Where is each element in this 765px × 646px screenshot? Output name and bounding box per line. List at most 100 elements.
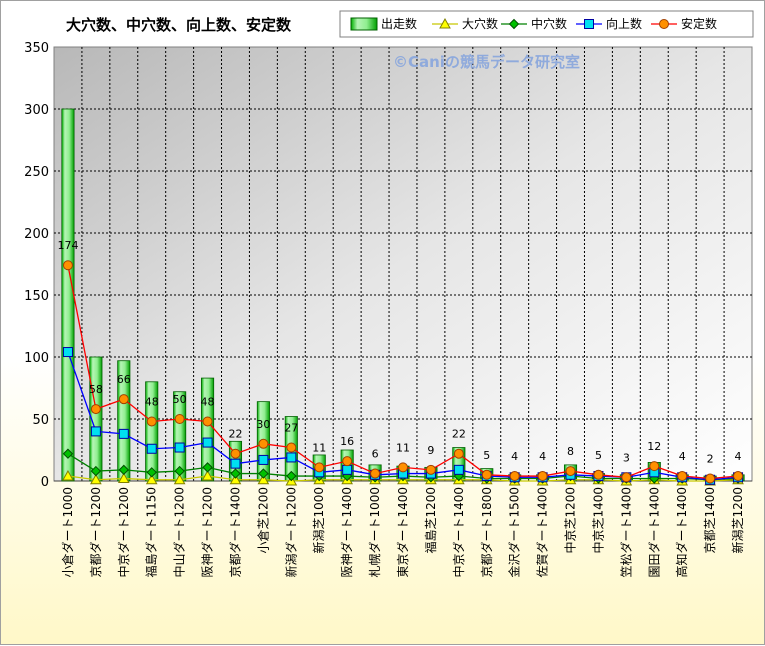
marker-square — [118, 428, 129, 439]
marker-circle — [565, 466, 576, 477]
data-label: 4 — [735, 450, 742, 463]
data-label: 11 — [396, 441, 410, 454]
marker-circle — [677, 471, 688, 482]
marker-diamond — [230, 468, 241, 479]
data-label: 5 — [483, 449, 490, 462]
x-tick-label: 笠松ダート1400 — [618, 487, 633, 578]
x-axis: 小倉ダート1000 京都ダート1200 中京ダート1200 福島ダート1150 中山ダー… — [60, 487, 745, 578]
marker-circle — [649, 461, 660, 472]
x-tick-label: 中京芝1400 — [590, 487, 605, 554]
data-label: 58 — [89, 383, 103, 396]
data-label: 9 — [427, 444, 434, 457]
data-label: 8 — [567, 445, 574, 458]
legend-box — [339, 10, 754, 38]
data-label: 50 — [173, 393, 187, 406]
marker-circle — [258, 438, 269, 449]
y-tick-label: 50 — [32, 413, 49, 428]
data-label: 6 — [372, 448, 379, 461]
line-series — [62, 260, 744, 486]
data-label: 66 — [117, 373, 131, 386]
marker-circle — [230, 448, 241, 459]
x-tick-label: 金沢ダート1500 — [507, 487, 522, 578]
data-label: 11 — [312, 441, 326, 454]
marker-square — [453, 464, 464, 475]
data-label: 22 — [452, 428, 466, 441]
legend-swatch-bar — [350, 17, 378, 31]
x-tick-label: 阪神ダート1200 — [200, 487, 215, 578]
marker-triangle — [201, 470, 214, 481]
series-安定数 — [62, 260, 744, 484]
data-label: 5 — [595, 449, 602, 462]
marker-square — [286, 452, 297, 463]
marker-square — [146, 443, 157, 454]
marker-diamond — [508, 18, 520, 30]
y-tick-label: 100 — [24, 351, 49, 366]
legend-label: 大穴数 — [462, 16, 498, 31]
marker-triangle — [145, 473, 158, 485]
marker-circle — [453, 448, 464, 459]
x-tick-label: 新潟ダート1200 — [283, 487, 298, 578]
marker-diamond — [202, 462, 213, 473]
marker-triangle — [173, 473, 186, 485]
x-tick-label: 福島ダート1150 — [144, 487, 159, 578]
marker-circle — [62, 260, 73, 271]
y-tick-label: 200 — [24, 227, 49, 242]
x-tick-label: 札幌ダート1000 — [367, 487, 382, 578]
legend-label: 中穴数 — [531, 16, 567, 31]
marker-diamond — [174, 465, 185, 477]
marker-diamond — [118, 464, 130, 476]
marker-square — [230, 458, 241, 469]
y-tick-label: 250 — [24, 165, 49, 180]
chart-title: 大穴数、中穴数、向上数、安定数 — [66, 16, 292, 34]
x-tick-label: 小倉芝1200 — [255, 487, 270, 554]
x-tick-label: 東京ダート1400 — [395, 487, 410, 578]
x-tick-label: 京都ダート1200 — [88, 487, 103, 578]
x-tick-label: 京都ダート1400 — [227, 487, 242, 578]
marker-triangle — [257, 473, 270, 485]
marker-square — [584, 19, 594, 29]
marker-diamond — [62, 448, 74, 459]
marker-circle — [593, 469, 604, 480]
y-tick-label: 350 — [24, 41, 49, 56]
x-tick-label: 高知ダート1400 — [674, 487, 689, 578]
marker-triangle — [229, 473, 242, 485]
marker-circle — [314, 462, 325, 473]
data-label: 16 — [340, 435, 354, 448]
plot-area — [53, 46, 753, 482]
marker-circle — [202, 416, 213, 427]
data-label: 3 — [623, 451, 630, 464]
marker-circle — [146, 416, 157, 427]
marker-square — [90, 426, 101, 437]
marker-square — [342, 464, 353, 475]
data-label: 4 — [679, 450, 686, 463]
marker-square — [202, 437, 213, 448]
marker-circle — [342, 456, 353, 467]
marker-circle — [174, 414, 185, 424]
y-tick-label: 0 — [41, 475, 49, 490]
marker-circle — [481, 469, 492, 480]
x-tick-label: 中京ダート1400 — [451, 487, 466, 578]
x-tick-label: 京都ダート1800 — [479, 487, 494, 578]
legend: 出走数 大穴数 中穴数 向上数 安定数 — [339, 10, 754, 38]
data-label: 27 — [284, 422, 298, 435]
x-tick-label: 中京ダート1200 — [116, 487, 131, 578]
x-tick-label: 福島芝1200 — [423, 487, 438, 554]
marker-diamond — [286, 470, 297, 482]
x-tick-label: 京都芝1400 — [702, 487, 717, 554]
marker-square — [174, 442, 185, 453]
marker-diamond — [90, 465, 102, 477]
marker-circle — [370, 468, 381, 479]
y-axis: 0 50 100 150 200 250 300 350 — [24, 41, 49, 490]
x-tick-label: 新潟芝1000 — [311, 487, 326, 554]
marker-circle — [398, 462, 408, 473]
marker-triangle — [117, 472, 130, 484]
data-label: 12 — [647, 440, 661, 453]
legend-label: 安定数 — [681, 16, 717, 31]
data-label: 2 — [707, 453, 714, 466]
marker-circle — [621, 472, 632, 483]
marker-circle — [733, 471, 744, 482]
x-tick-label: 阪神ダート1400 — [339, 487, 354, 578]
